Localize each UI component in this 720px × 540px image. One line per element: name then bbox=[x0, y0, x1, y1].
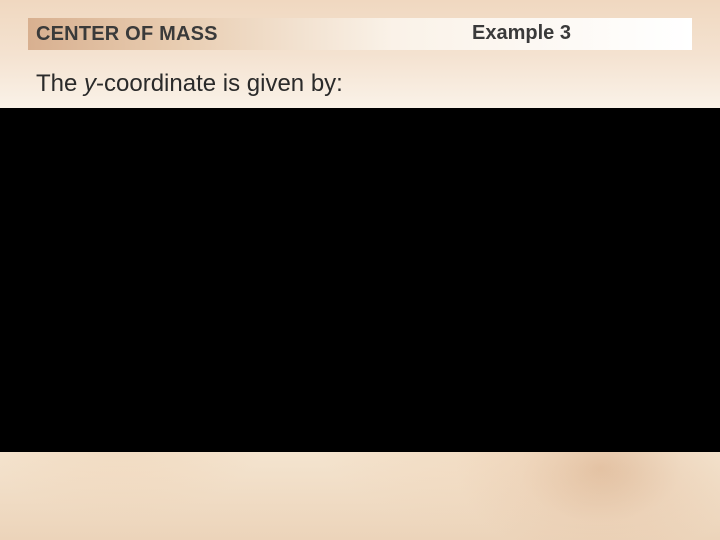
example-label: Example 3 bbox=[472, 22, 571, 45]
header-title: CENTER OF MASS bbox=[36, 23, 218, 46]
body-text: The y-coordinate is given by: bbox=[36, 70, 343, 98]
body-text-segment-1: The bbox=[36, 70, 84, 97]
header-bar: CENTER OF MASS bbox=[28, 18, 692, 50]
slide: CENTER OF MASS Example 3 The y-coordinat… bbox=[0, 0, 720, 540]
body-text-italic: y bbox=[84, 70, 96, 97]
body-text-segment-2: -coordinate is given by: bbox=[96, 70, 343, 97]
content-black-block bbox=[0, 108, 720, 452]
